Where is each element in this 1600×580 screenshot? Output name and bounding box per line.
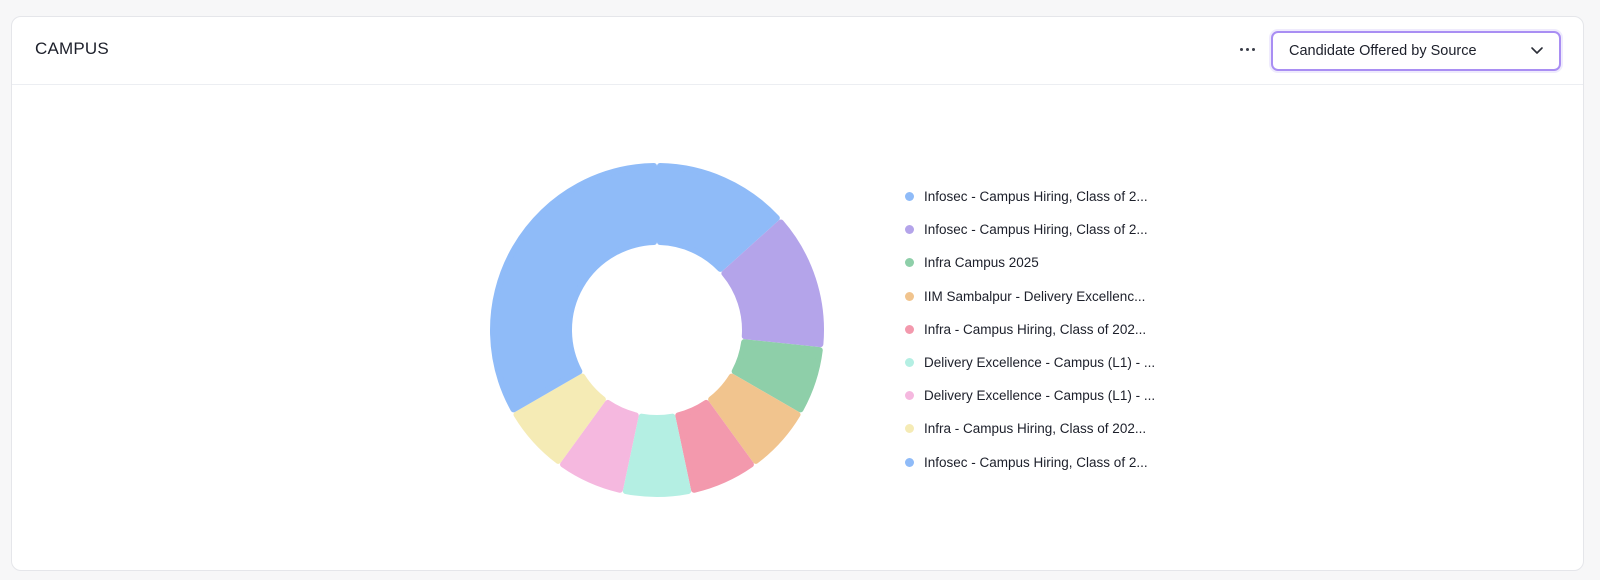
legend-dot-icon <box>905 324 914 334</box>
legend-dot-icon <box>905 457 914 467</box>
legend-item[interactable]: IIM Sambalpur - Delivery Excellenc... <box>905 280 1155 313</box>
chart-legend: Infosec - Campus Hiring, Class of 2... In… <box>905 180 1155 479</box>
legend-label: Delivery Excellence - Campus (L1) - ... <box>924 388 1156 404</box>
legend-label: Infra - Campus Hiring, Class of 202... <box>924 421 1147 437</box>
legend-label: Delivery Excellence - Campus (L1) - ... <box>924 355 1156 371</box>
legend-dot-icon <box>905 424 914 434</box>
donut-slice-1[interactable] <box>656 163 780 272</box>
legend-label: Infra - Campus Hiring, Class of 202... <box>924 321 1147 337</box>
legend-label: Infra Campus 2025 <box>924 255 1039 271</box>
donut-slice-7[interactable] <box>560 399 639 493</box>
donut-slice-9[interactable] <box>490 163 658 413</box>
chart-type-dropdown[interactable]: Candidate Offered by Source <box>1271 31 1561 71</box>
legend-item[interactable]: Infosec - Campus Hiring, Class of 2... <box>905 446 1155 479</box>
legend-item[interactable]: Infosec - Campus Hiring, Class of 2... <box>905 213 1155 246</box>
legend-item[interactable]: Infra - Campus Hiring, Class of 202... <box>905 313 1155 346</box>
legend-label: Infosec - Campus Hiring, Class of 2... <box>924 222 1148 238</box>
donut-slice-3[interactable] <box>731 339 823 413</box>
legend-dot-icon <box>905 291 914 301</box>
more-options-icon[interactable] <box>1234 39 1260 59</box>
campus-card: CAMPUS Candidate Offered by Source Infos… <box>11 16 1584 571</box>
legend-dot-icon <box>905 391 914 401</box>
card-header: CAMPUS Candidate Offered by Source <box>12 17 1583 85</box>
chevron-down-icon <box>1531 47 1543 54</box>
legend-label: Infosec - Campus Hiring, Class of 2... <box>924 189 1148 205</box>
legend-item[interactable]: Delivery Excellence - Campus (L1) - ... <box>905 379 1155 412</box>
legend-item[interactable]: Infra - Campus Hiring, Class of 202... <box>905 412 1155 445</box>
legend-item[interactable]: Delivery Excellence - Campus (L1) - ... <box>905 346 1155 379</box>
legend-dot-icon <box>905 192 914 202</box>
donut-slice-2[interactable] <box>721 219 824 348</box>
card-title: CAMPUS <box>35 39 109 58</box>
donut-chart <box>490 163 824 497</box>
legend-item[interactable]: Infosec - Campus Hiring, Class of 2... <box>905 180 1155 213</box>
legend-dot-icon <box>905 225 914 235</box>
donut-slice-4[interactable] <box>708 373 801 464</box>
donut-slice-6[interactable] <box>622 413 692 497</box>
donut-slice-8[interactable] <box>513 373 606 464</box>
chart-area: Infosec - Campus Hiring, Class of 2... In… <box>12 85 1585 572</box>
dropdown-selected-value: Candidate Offered by Source <box>1289 43 1477 59</box>
donut-slice-5[interactable] <box>675 399 754 493</box>
legend-dot-icon <box>905 358 914 368</box>
legend-item[interactable]: Infra Campus 2025 <box>905 246 1155 279</box>
legend-label: Infosec - Campus Hiring, Class of 2... <box>924 454 1148 470</box>
legend-dot-icon <box>905 258 914 268</box>
legend-label: IIM Sambalpur - Delivery Excellenc... <box>924 288 1146 304</box>
